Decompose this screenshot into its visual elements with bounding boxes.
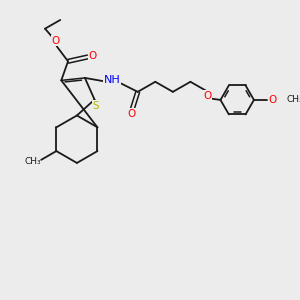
Text: NH: NH [104,75,121,85]
Text: S: S [93,100,99,110]
Text: O: O [268,95,276,105]
Text: CH₃: CH₃ [24,157,41,166]
Text: CH₃: CH₃ [286,95,300,104]
Text: O: O [127,109,135,119]
Text: O: O [51,36,59,46]
Text: O: O [88,51,97,61]
Text: O: O [203,91,211,101]
